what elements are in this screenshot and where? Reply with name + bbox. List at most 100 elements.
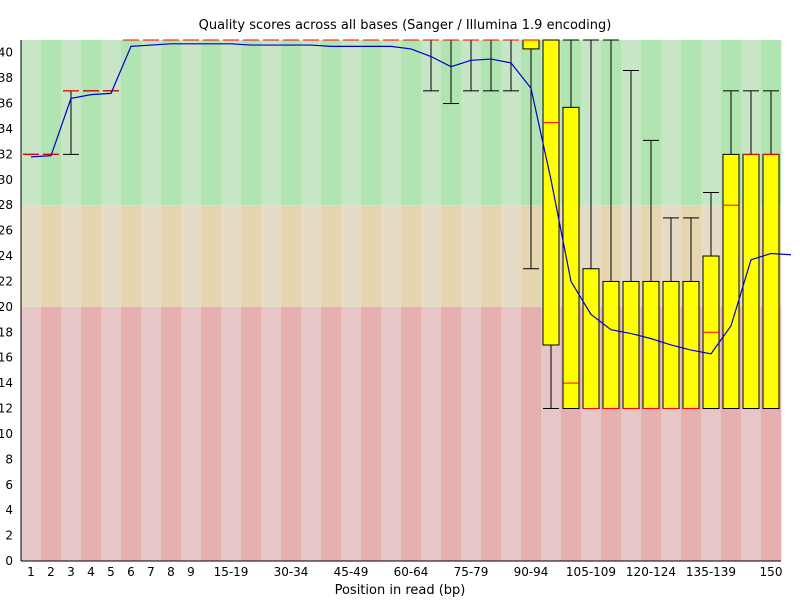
mean-layer bbox=[30, 43, 792, 355]
zone-1-stripe bbox=[21, 205, 42, 307]
x-tick-90-94: 90-94 bbox=[514, 565, 549, 579]
zone-2-stripe bbox=[121, 306, 142, 561]
zone-0-stripe bbox=[201, 40, 222, 206]
zone-2-stripe bbox=[41, 306, 62, 561]
zone-2-stripe bbox=[181, 306, 202, 561]
x-tick-3: 3 bbox=[67, 565, 75, 579]
box-85-89 bbox=[503, 39, 519, 92]
box-120-124 bbox=[642, 139, 660, 410]
box-100-104 bbox=[562, 39, 580, 410]
zone-2-stripe bbox=[501, 306, 522, 561]
zone-0-stripe bbox=[701, 40, 722, 206]
zone-0-stripe bbox=[301, 40, 322, 206]
x-tick-8: 8 bbox=[167, 565, 175, 579]
zone-2-stripe bbox=[321, 306, 342, 561]
box-135-139 bbox=[702, 191, 720, 410]
zone-2-stripe bbox=[301, 306, 322, 561]
zone-1-stripe bbox=[181, 205, 202, 307]
zone-2-stripe bbox=[141, 306, 162, 561]
zone-1-stripe bbox=[301, 205, 322, 307]
box-130-134 bbox=[682, 217, 700, 410]
x-tick-6: 6 bbox=[127, 565, 135, 579]
y-tick-26: 26 bbox=[0, 224, 13, 238]
zone-1-stripe bbox=[241, 205, 262, 307]
zone-2-stripe bbox=[461, 306, 482, 561]
y-tick-34: 34 bbox=[0, 122, 13, 136]
chart-title: Quality scores across all bases (Sanger … bbox=[199, 18, 612, 33]
zone-2-stripe bbox=[361, 306, 382, 561]
x-tick-labels: 1 2 3 4 5 6 7 8 9 15-19 30-34 45-49 60-64 75-79 90-94 1… bbox=[27, 565, 782, 579]
x-tick-45-49: 45-49 bbox=[334, 565, 369, 579]
zone-1-stripe bbox=[161, 205, 182, 307]
axes bbox=[20, 40, 781, 562]
y-tick-18: 18 bbox=[0, 325, 13, 339]
box-iqr bbox=[742, 153, 760, 410]
zone-0-stripe bbox=[461, 40, 482, 206]
zone-2-stripe bbox=[341, 306, 362, 561]
zone-2-stripe bbox=[421, 306, 442, 561]
box-iqr bbox=[642, 280, 660, 410]
zone-2-stripe bbox=[241, 306, 262, 561]
zone-2-stripe bbox=[521, 306, 542, 561]
box-110-114 bbox=[602, 39, 620, 410]
zone-2-stripe bbox=[401, 306, 422, 561]
x-tick-105-109: 105-109 bbox=[566, 565, 616, 579]
zone-0-stripe bbox=[221, 40, 242, 206]
zone-1-stripe bbox=[381, 205, 402, 307]
y-tick-14: 14 bbox=[0, 376, 13, 390]
zone-1-stripe bbox=[81, 205, 102, 307]
zone-1-stripe bbox=[121, 205, 142, 307]
zone-0-stripe bbox=[21, 40, 42, 206]
zone-0-stripe bbox=[641, 40, 662, 206]
zone-1-stripe bbox=[281, 205, 302, 307]
zone-1-stripe bbox=[361, 205, 382, 307]
zone-2-stripe bbox=[441, 306, 462, 561]
x-tick-60-64: 60-64 bbox=[394, 565, 429, 579]
y-tick-40: 40 bbox=[0, 46, 13, 60]
x-tick-120-124: 120-124 bbox=[626, 565, 676, 579]
zone-1-stripe bbox=[141, 205, 162, 307]
box-iqr bbox=[682, 280, 700, 410]
box-70-74 bbox=[443, 39, 459, 105]
y-tick-32: 32 bbox=[0, 147, 13, 161]
zone-1-stripe bbox=[221, 205, 242, 307]
zone-0-stripe bbox=[661, 40, 682, 206]
box-115-119 bbox=[622, 69, 640, 410]
box-145-149 bbox=[742, 90, 760, 410]
zone-2-stripe bbox=[161, 306, 182, 561]
x-tick-75-79: 75-79 bbox=[454, 565, 489, 579]
box-80-84 bbox=[483, 39, 499, 92]
y-tick-38: 38 bbox=[0, 71, 13, 85]
zone-0-stripe bbox=[181, 40, 202, 206]
x-tick-5: 5 bbox=[107, 565, 115, 579]
box-layer bbox=[23, 39, 780, 410]
zone-1-stripe bbox=[101, 205, 122, 307]
y-tick-36: 36 bbox=[0, 97, 13, 111]
box-iqr bbox=[582, 268, 600, 410]
y-tick-4: 4 bbox=[5, 503, 13, 517]
zone-2-stripe bbox=[101, 306, 122, 561]
box-140-144 bbox=[722, 90, 740, 410]
box-iqr bbox=[562, 106, 580, 410]
zone-0-stripe bbox=[481, 40, 502, 206]
y-tick-12: 12 bbox=[0, 402, 13, 416]
zone-0-stripe bbox=[421, 40, 442, 206]
zone-1-stripe bbox=[441, 205, 462, 307]
zone-2-stripe bbox=[61, 306, 82, 561]
x-tick-1: 1 bbox=[27, 565, 35, 579]
zone-0-stripe bbox=[41, 40, 62, 206]
y-tick-0: 0 bbox=[5, 554, 13, 568]
x-tick-15-19: 15-19 bbox=[214, 565, 249, 579]
x-tick-150: 150 bbox=[760, 565, 783, 579]
zone-0-stripe bbox=[161, 40, 182, 206]
zone-2-stripe bbox=[281, 306, 302, 561]
y-tick-28: 28 bbox=[0, 198, 13, 212]
y-tick-16: 16 bbox=[0, 351, 13, 365]
zone-0-stripe bbox=[101, 40, 122, 206]
x-tick-9: 9 bbox=[187, 565, 195, 579]
y-tick-30: 30 bbox=[0, 173, 13, 187]
zone-1-stripe bbox=[41, 205, 62, 307]
